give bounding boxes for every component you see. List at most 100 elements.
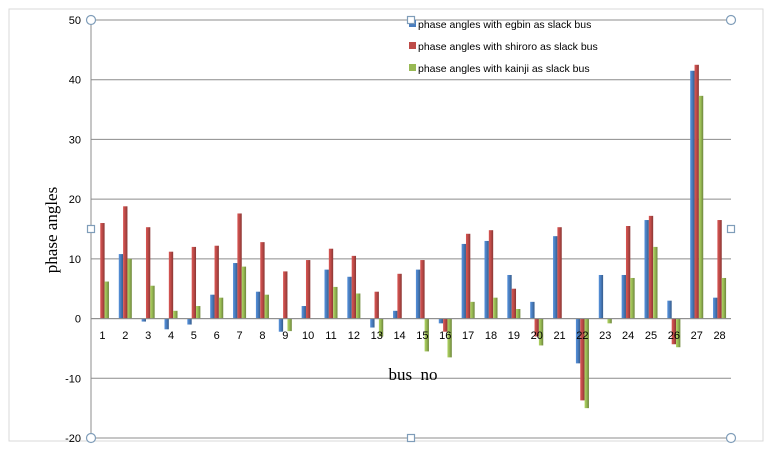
x-tick-label: 15 xyxy=(416,330,428,342)
y-tick-label: 40 xyxy=(69,75,81,87)
resize-handle-corner[interactable] xyxy=(85,14,97,26)
y-tick-label: -10 xyxy=(65,373,81,385)
bar-series-3-bus-3 xyxy=(150,285,155,319)
x-tick-label: 24 xyxy=(622,330,634,342)
bar-series-1-bus-9 xyxy=(278,318,284,332)
x-tick-label: 5 xyxy=(191,330,197,342)
bar-series-1-bus-27 xyxy=(690,70,695,319)
bar-series-1-bus-5 xyxy=(187,318,192,325)
legend-label: phase angles with egbin as slack bus xyxy=(418,19,591,31)
bar-series-1-bus-18 xyxy=(484,240,489,319)
bar-series-3-bus-19 xyxy=(516,309,521,319)
bar-series-2-bus-28 xyxy=(717,220,722,319)
resize-handle-corner[interactable] xyxy=(725,432,737,444)
bar-series-2-bus-20 xyxy=(534,318,539,337)
bar-series-2-bus-22 xyxy=(580,318,585,401)
x-tick-label: 27 xyxy=(691,330,703,342)
bar-series-3-bus-16 xyxy=(447,318,452,358)
bar-series-1-bus-26 xyxy=(667,300,672,319)
bar-series-1-bus-10 xyxy=(301,306,306,319)
bar-series-1-bus-15 xyxy=(415,269,421,319)
x-tick-label: 6 xyxy=(214,330,220,342)
bar-series-3-bus-25 xyxy=(653,246,658,319)
x-tick-label: 26 xyxy=(668,330,680,342)
bar-series-2-bus-1 xyxy=(100,223,105,319)
bar-series-3-bus-8 xyxy=(264,294,269,319)
y-axis-title: phase angles xyxy=(42,187,61,273)
resize-handle-side[interactable] xyxy=(86,224,96,234)
bar-series-2-bus-16 xyxy=(443,318,448,332)
bar-series-2-bus-9 xyxy=(283,271,288,319)
bar-series-2-bus-6 xyxy=(214,245,219,319)
bar-series-3-bus-17 xyxy=(470,301,475,319)
bar-series-2-bus-11 xyxy=(328,248,334,319)
x-tick-label: 4 xyxy=(168,330,174,342)
bar-series-1-bus-28 xyxy=(713,297,718,319)
y-tick-label: -20 xyxy=(65,433,81,445)
bar-series-1-bus-24 xyxy=(621,274,626,319)
bar-series-2-bus-24 xyxy=(625,226,631,319)
bar-series-3-bus-15 xyxy=(424,318,429,352)
bar-series-1-bus-23 xyxy=(598,274,604,319)
x-tick-label: 16 xyxy=(439,330,451,342)
bar-series-1-bus-11 xyxy=(324,269,329,319)
x-tick-label: 25 xyxy=(645,330,657,342)
x-tick-label: 3 xyxy=(145,330,151,342)
bar-series-2-bus-27 xyxy=(694,64,699,319)
bar-series-3-bus-27 xyxy=(698,95,704,319)
bar-series-2-bus-26 xyxy=(671,318,677,345)
bar-series-2-bus-7 xyxy=(237,213,242,319)
x-tick-label: 7 xyxy=(237,330,243,342)
x-tick-label: 20 xyxy=(531,330,543,342)
bar-series-3-bus-28 xyxy=(721,277,727,319)
bar-series-2-bus-8 xyxy=(260,242,265,319)
resize-handle-corner[interactable] xyxy=(725,14,737,26)
bar-series-3-bus-7 xyxy=(241,266,247,319)
y-tick-label: 30 xyxy=(69,134,81,146)
legend-label: phase angles with shiroro as slack bus xyxy=(418,41,598,53)
legend-swatch xyxy=(409,42,416,49)
bar-series-3-bus-22 xyxy=(584,318,589,409)
bar-series-2-bus-5 xyxy=(191,246,197,319)
resize-handle-side[interactable] xyxy=(406,15,416,25)
y-tick-label: 50 xyxy=(69,15,81,27)
bar-series-2-bus-3 xyxy=(145,227,151,319)
x-tick-label: 12 xyxy=(348,330,360,342)
x-tick-label: 18 xyxy=(485,330,497,342)
bar-series-1-bus-22 xyxy=(575,318,581,364)
bar-series-2-bus-4 xyxy=(168,251,174,319)
x-tick-label: 28 xyxy=(713,330,725,342)
x-axis-title: bus no xyxy=(388,365,437,384)
bar-series-1-bus-13 xyxy=(370,318,375,328)
x-tick-label: 21 xyxy=(553,330,565,342)
bar-series-3-bus-18 xyxy=(493,297,498,319)
bar-series-3-bus-4 xyxy=(173,310,178,319)
bar-series-1-bus-25 xyxy=(644,220,649,319)
bar-series-1-bus-21 xyxy=(553,236,558,319)
x-tick-label: 23 xyxy=(599,330,611,342)
resize-handle-corner[interactable] xyxy=(85,432,97,444)
bar-series-3-bus-11 xyxy=(333,286,338,319)
resize-handle-side[interactable] xyxy=(406,433,416,443)
bar-series-1-bus-12 xyxy=(347,276,352,319)
resize-handle-side[interactable] xyxy=(726,224,736,234)
x-tick-label: 2 xyxy=(122,330,128,342)
bar-series-1-bus-3 xyxy=(141,318,146,322)
x-tick-label: 17 xyxy=(462,330,474,342)
bar-series-3-bus-1 xyxy=(104,281,109,319)
x-tick-label: 8 xyxy=(259,330,265,342)
bar-series-3-bus-5 xyxy=(196,306,201,319)
x-tick-label: 14 xyxy=(393,330,405,342)
bar-series-2-bus-17 xyxy=(465,233,471,319)
bar-series-3-bus-12 xyxy=(356,293,361,319)
x-tick-label: 10 xyxy=(302,330,314,342)
chart-frame xyxy=(8,8,764,442)
bar-series-2-bus-12 xyxy=(351,255,357,319)
x-tick-label: 22 xyxy=(576,330,588,342)
bar-series-3-bus-24 xyxy=(630,277,635,319)
bar-series-2-bus-19 xyxy=(511,288,517,319)
bar-series-1-bus-16 xyxy=(438,318,444,324)
bar-series-2-bus-21 xyxy=(557,227,562,319)
